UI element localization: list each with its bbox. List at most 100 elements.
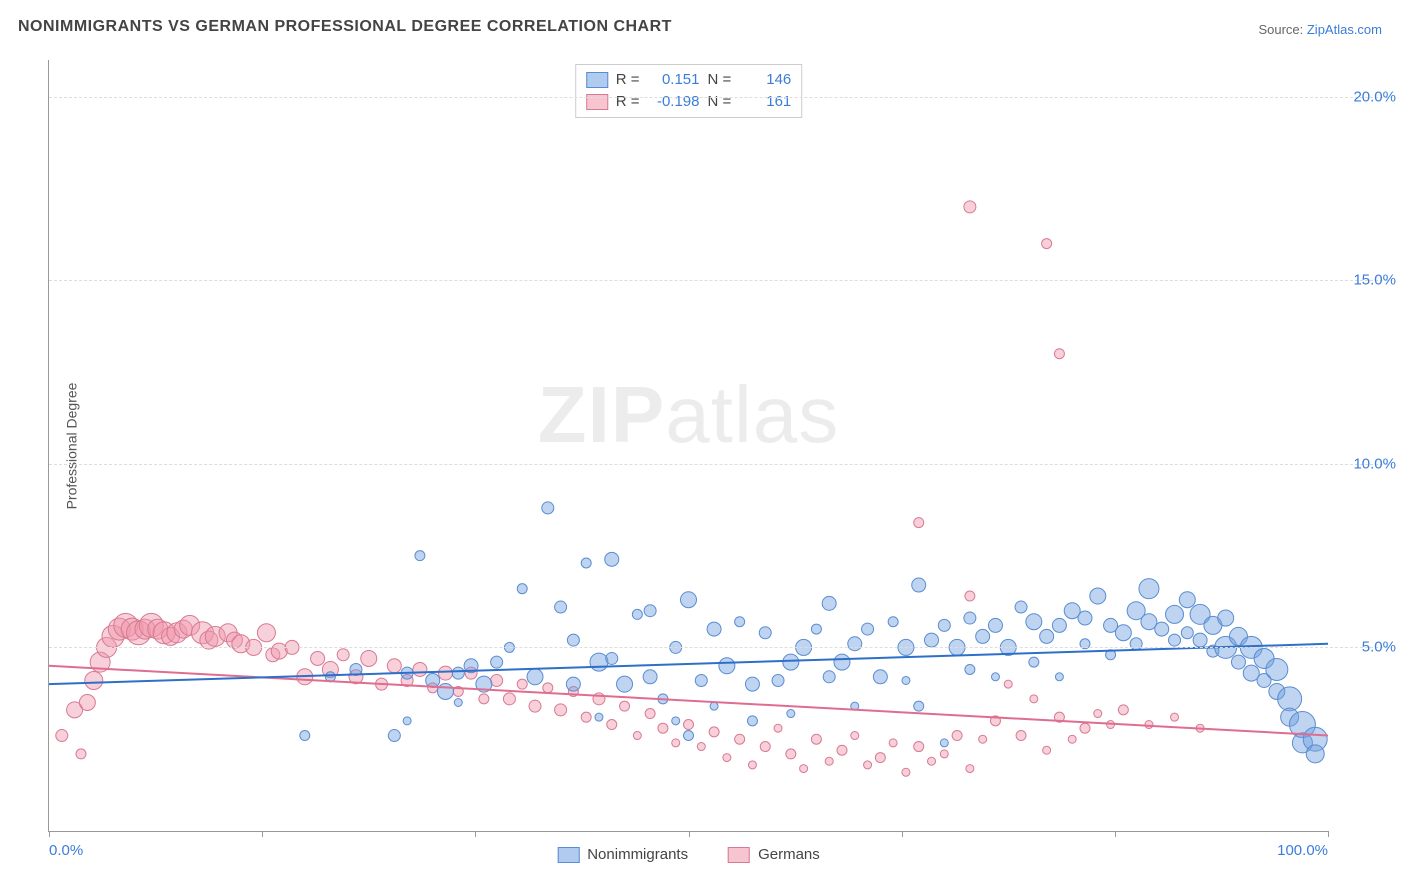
data-point: [837, 745, 847, 755]
data-point: [415, 551, 425, 561]
data-point: [1043, 746, 1051, 754]
data-point: [695, 674, 707, 686]
data-point: [862, 623, 874, 635]
data-point: [1278, 687, 1302, 711]
data-point: [1040, 629, 1054, 643]
data-point: [491, 674, 503, 686]
data-point: [684, 731, 694, 741]
data-point: [697, 743, 705, 751]
data-point: [672, 739, 680, 747]
data-point: [595, 713, 603, 721]
data-point: [991, 673, 999, 681]
data-point: [834, 654, 850, 670]
data-point: [1181, 627, 1193, 639]
y-tick-label: 15.0%: [1353, 272, 1396, 289]
swatch-pink-bottom: [728, 847, 750, 863]
legend-label-pink: Germans: [758, 846, 820, 863]
data-point: [1094, 710, 1102, 718]
x-tick: [1328, 831, 1329, 837]
data-point: [1055, 673, 1063, 681]
x-tick: [49, 831, 50, 837]
data-point: [1015, 601, 1027, 613]
data-point: [1090, 588, 1106, 604]
data-point: [965, 591, 975, 601]
data-point: [1016, 731, 1026, 741]
data-point: [873, 670, 887, 684]
scatter-svg: [49, 60, 1328, 831]
data-point: [388, 730, 400, 742]
data-point: [620, 701, 630, 711]
data-point: [633, 732, 641, 740]
data-point: [979, 735, 987, 743]
data-point: [914, 701, 924, 711]
data-point: [581, 558, 591, 568]
data-point: [1169, 634, 1181, 646]
data-point: [811, 734, 821, 744]
x-tick-label-left: 0.0%: [49, 842, 83, 859]
data-point: [491, 656, 503, 668]
data-point: [581, 712, 591, 722]
data-point: [912, 578, 926, 592]
data-point: [747, 716, 757, 726]
source-link[interactable]: ZipAtlas.com: [1307, 22, 1382, 37]
data-point: [710, 702, 718, 710]
data-point: [864, 761, 872, 769]
data-point: [707, 622, 721, 636]
data-point: [1166, 605, 1184, 623]
data-point: [964, 612, 976, 624]
data-point: [1078, 611, 1092, 625]
data-point: [76, 749, 86, 759]
data-point: [1218, 610, 1234, 626]
data-point: [503, 693, 515, 705]
data-point: [454, 699, 462, 707]
data-point: [719, 658, 735, 674]
data-point: [914, 518, 924, 528]
data-point: [760, 742, 770, 752]
data-point: [517, 584, 527, 594]
data-point: [1054, 349, 1064, 359]
x-tick: [1115, 831, 1116, 837]
y-tick-label: 20.0%: [1353, 88, 1396, 105]
data-point: [527, 669, 543, 685]
data-point: [1115, 625, 1131, 641]
data-point: [413, 662, 427, 676]
data-point: [403, 717, 411, 725]
data-point: [658, 723, 668, 733]
y-tick-label: 5.0%: [1362, 639, 1396, 656]
data-point: [823, 671, 835, 683]
chart-plot-area: ZIPatlas R = 0.151 N = 146 R = -0.198 N …: [48, 60, 1328, 832]
data-point: [1068, 735, 1076, 743]
data-point: [783, 654, 799, 670]
data-point: [311, 651, 325, 665]
source-attribution: Source: ZipAtlas.com: [1258, 22, 1382, 37]
data-point: [555, 704, 567, 716]
data-point: [607, 720, 617, 730]
data-point: [811, 624, 821, 634]
data-point: [517, 679, 527, 689]
data-point: [748, 761, 756, 769]
data-point: [902, 768, 910, 776]
data-point: [964, 201, 976, 213]
data-point: [672, 717, 680, 725]
data-point: [735, 734, 745, 744]
source-prefix: Source:: [1258, 22, 1306, 37]
data-point: [543, 683, 553, 693]
data-point: [772, 674, 784, 686]
data-point: [851, 732, 859, 740]
data-point: [723, 754, 731, 762]
data-point: [617, 676, 633, 692]
data-point: [1266, 658, 1288, 680]
x-tick: [262, 831, 263, 837]
swatch-blue-bottom: [557, 847, 579, 863]
data-point: [605, 552, 619, 566]
data-point: [1145, 721, 1153, 729]
data-point: [1004, 680, 1012, 688]
data-point: [300, 731, 310, 741]
data-point: [590, 653, 608, 671]
data-point: [952, 731, 962, 741]
data-point: [337, 649, 349, 661]
data-point: [988, 618, 1002, 632]
data-point: [85, 671, 103, 689]
bottom-legend: Nonimmigrants Germans: [557, 846, 820, 863]
data-point: [902, 676, 910, 684]
